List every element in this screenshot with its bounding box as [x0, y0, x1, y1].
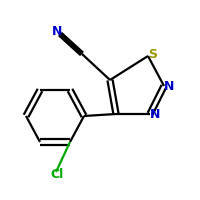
Text: Cl: Cl — [50, 168, 64, 182]
Text: N: N — [150, 108, 160, 120]
Text: S: S — [148, 48, 158, 62]
Text: N: N — [164, 80, 174, 92]
Text: N: N — [52, 25, 62, 38]
